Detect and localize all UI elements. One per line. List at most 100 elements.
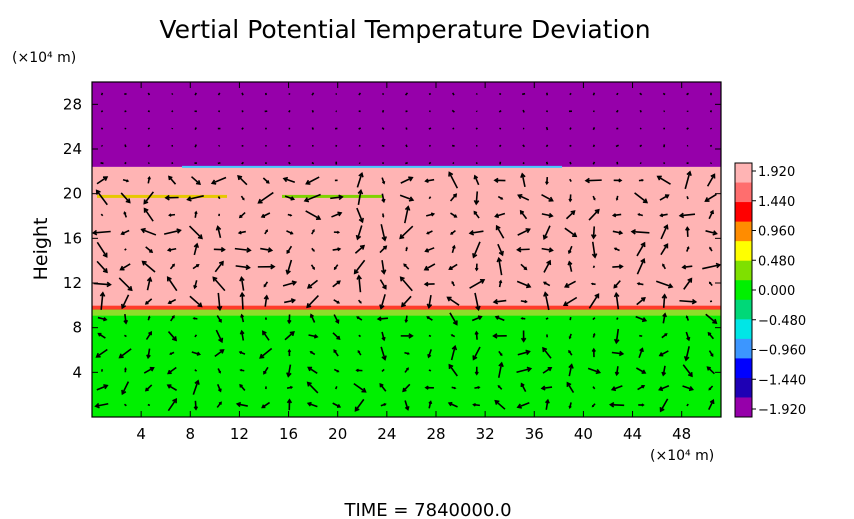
wind-vector — [520, 263, 528, 271]
wind-vector — [334, 386, 338, 390]
wind-vector — [144, 384, 153, 392]
wind-vector — [659, 213, 668, 218]
wind-vector — [522, 144, 526, 148]
wind-vector — [655, 280, 674, 289]
wind-vector — [588, 293, 600, 309]
wind-vector — [282, 280, 298, 287]
wind-vector — [311, 127, 314, 130]
wind-vector — [545, 177, 549, 186]
wind-vector — [497, 195, 504, 200]
wind-vector — [400, 295, 412, 308]
wind-vector — [147, 175, 151, 184]
wind-vector — [522, 109, 525, 113]
wind-vector — [402, 383, 411, 393]
wind-vector — [147, 144, 151, 148]
wind-vector — [496, 256, 503, 276]
wind-vector — [167, 366, 177, 375]
wind-vector — [685, 315, 690, 321]
wind-vector — [311, 247, 315, 252]
wind-vector — [235, 401, 248, 408]
wind-vector — [239, 329, 245, 341]
wind-vector — [118, 277, 133, 292]
colorbar-label: 1.440 — [758, 195, 795, 210]
wind-vector — [332, 402, 342, 408]
wind-vector — [213, 246, 226, 253]
wind-vector — [475, 127, 478, 130]
wind-vector — [494, 315, 505, 322]
wind-vector — [257, 191, 274, 204]
wind-vector — [217, 162, 221, 165]
wind-vector — [305, 176, 320, 185]
wind-vector — [472, 346, 481, 361]
wind-vector — [120, 192, 131, 204]
wind-vector — [241, 127, 244, 130]
wind-vector — [706, 173, 716, 187]
wind-vector — [260, 247, 274, 253]
wind-vector — [686, 92, 690, 96]
wind-vector — [357, 188, 364, 206]
wind-vector — [400, 333, 414, 339]
wind-vector — [381, 193, 386, 204]
wind-vector — [188, 225, 203, 240]
wind-vector — [96, 241, 108, 258]
wind-vector — [702, 262, 721, 270]
wind-vector — [311, 229, 315, 235]
y-axis-unit: (×10⁴ m) — [12, 50, 76, 66]
wind-vector — [404, 351, 410, 355]
wind-vector — [639, 92, 643, 96]
wind-vector — [122, 178, 130, 183]
wind-vector — [239, 383, 246, 391]
colorbar-label: 0.480 — [758, 254, 795, 269]
wind-vector — [708, 399, 715, 410]
wind-vector — [380, 346, 387, 361]
interface-band — [97, 194, 227, 198]
wind-vector — [658, 350, 669, 357]
wind-vector — [639, 162, 642, 165]
wind-vector — [380, 403, 387, 407]
wind-vector — [493, 177, 506, 183]
wind-vector — [474, 330, 479, 340]
wind-vector — [96, 176, 109, 185]
wind-vector — [189, 295, 203, 308]
wind-vector — [123, 313, 129, 325]
wind-vector — [683, 277, 693, 290]
wind-vector — [353, 259, 366, 275]
wind-vector — [446, 296, 460, 306]
wind-vector — [542, 225, 551, 241]
interface-band — [92, 305, 721, 310]
wind-vector — [288, 161, 291, 165]
wind-vector — [637, 213, 644, 217]
colorbar-label: −0.960 — [758, 344, 806, 359]
colorbar-label: 0.000 — [758, 284, 795, 299]
wind-vector — [192, 264, 200, 270]
wind-vector — [241, 92, 244, 96]
wind-vector — [495, 224, 505, 239]
wind-vector — [568, 363, 574, 377]
wind-vector — [428, 400, 433, 409]
wind-vector — [191, 351, 202, 356]
wind-vector — [237, 175, 248, 186]
wind-vector — [358, 162, 361, 164]
wind-vector — [610, 385, 623, 392]
wind-vector — [403, 263, 410, 270]
wind-vector — [682, 364, 693, 378]
wind-vector — [637, 384, 646, 391]
wind-vector — [145, 331, 152, 340]
wind-vector — [147, 92, 151, 96]
wind-vector — [569, 127, 572, 130]
wind-vector — [636, 282, 644, 286]
wind-vector — [124, 110, 127, 113]
colorbar-swatch — [735, 221, 752, 242]
x-tick-label: 20 — [328, 425, 347, 443]
wind-vector — [264, 229, 268, 235]
wind-vector — [309, 351, 316, 356]
wind-vector — [541, 193, 554, 202]
wind-vector — [613, 328, 620, 345]
wind-vector — [428, 92, 432, 96]
wind-vector — [614, 366, 620, 377]
wind-vector — [592, 110, 595, 113]
wind-vector — [284, 195, 296, 201]
wind-vector — [611, 213, 622, 218]
wind-vector — [448, 363, 458, 377]
wind-vector — [708, 350, 714, 357]
